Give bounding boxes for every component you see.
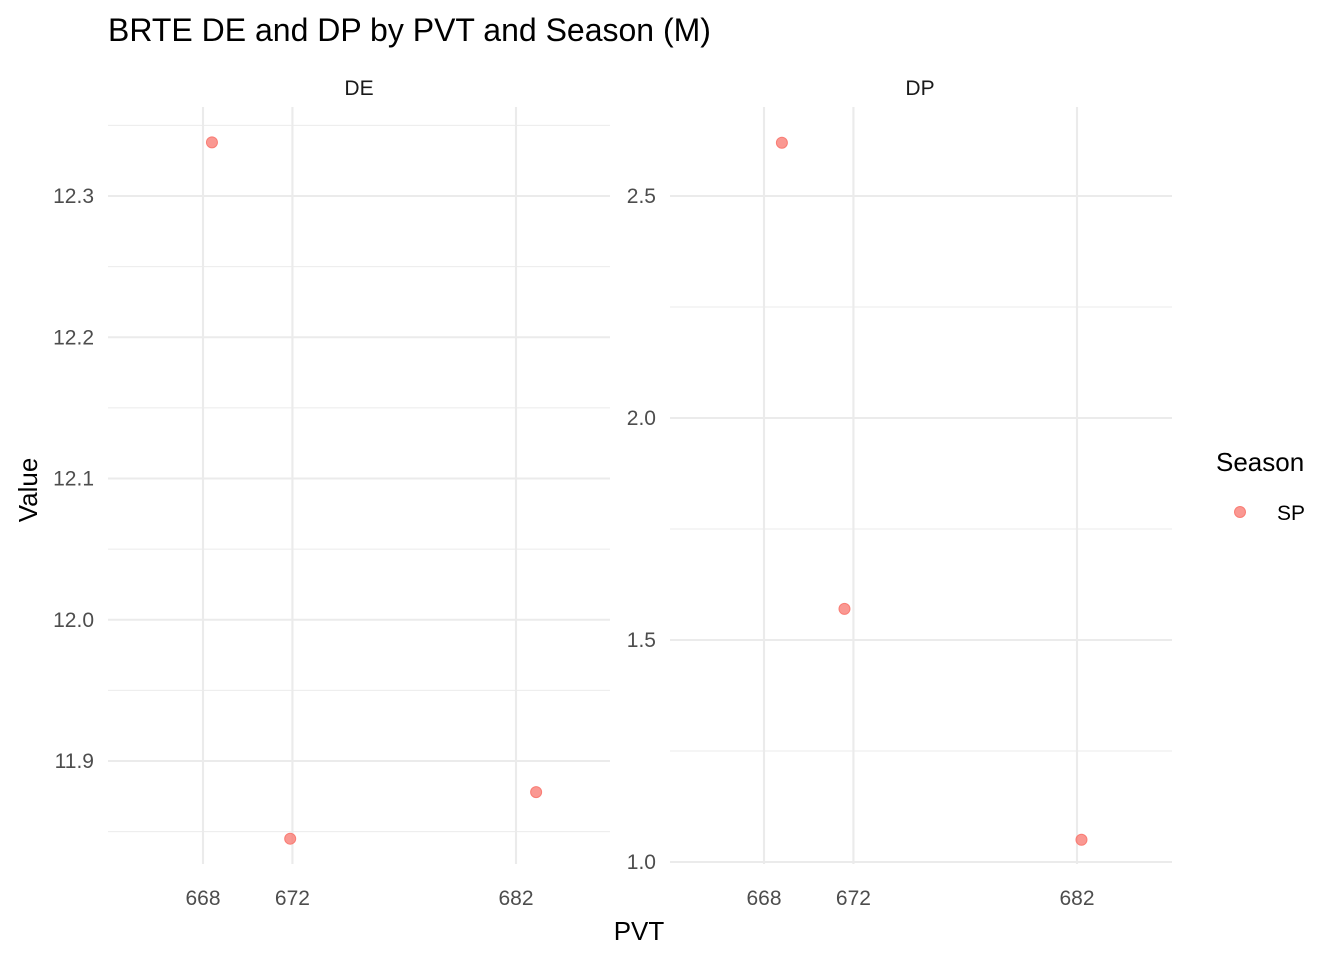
facet-points-dp [775,136,1088,846]
facet-strip-label-de: DE [344,77,373,100]
facet-y-ticks-de: 11.9 12.0 12.1 12.2 12.3 [53,185,94,773]
legend: Season SP [1216,447,1305,525]
x-axis-title: PVT [614,916,665,946]
data-point-dp [775,136,788,149]
data-point-dp [838,602,851,615]
y-tick-label-dp: 2.5 [627,185,656,208]
y-tick-label-de: 12.1 [53,468,94,491]
data-point-de [530,786,543,799]
x-tick-label-dp: 668 [746,887,781,910]
chart-title: BRTE DE and DP by PVT and Season (M) [108,12,711,48]
y-tick-label-dp: 2.0 [627,407,656,430]
x-tick-label-de: 682 [498,887,533,910]
y-tick-label-dp: 1.0 [627,851,656,874]
legend-title: Season [1216,447,1304,477]
x-tick-label-dp: 672 [836,887,871,910]
x-tick-label-de: 672 [275,887,310,910]
data-point-dp [1075,833,1088,846]
x-tick-label-de: 668 [185,887,220,910]
y-tick-label-de: 12.2 [53,326,94,349]
facet-panel-de: DE 11.9 12.0 12.1 12.2 12.3 668 672 682 [53,77,610,910]
facet-panel-dp: DP 1.0 1.5 2.0 2.5 668 672 682 [627,77,1172,910]
y-tick-label-de: 12.0 [53,609,94,632]
legend-key-sp [1234,506,1246,518]
y-axis-title: Value [13,458,43,523]
facet-x-ticks-dp: 668 672 682 [746,887,1094,910]
data-point-de [205,136,218,149]
facet-y-ticks-dp: 1.0 1.5 2.0 2.5 [627,185,656,874]
x-tick-label-dp: 682 [1059,887,1094,910]
facet-gridlines-dp [670,107,1172,864]
facet-points-de [205,136,543,845]
y-tick-label-dp: 1.5 [627,629,656,652]
data-point-de [284,832,297,845]
y-tick-label-de: 11.9 [55,750,94,773]
facet-strip-label-dp: DP [905,77,934,100]
y-tick-label-de: 12.3 [53,185,94,208]
legend-label-sp: SP [1277,502,1305,525]
facet-gridlines-de [108,107,610,864]
facet-x-ticks-de: 668 672 682 [185,887,533,910]
